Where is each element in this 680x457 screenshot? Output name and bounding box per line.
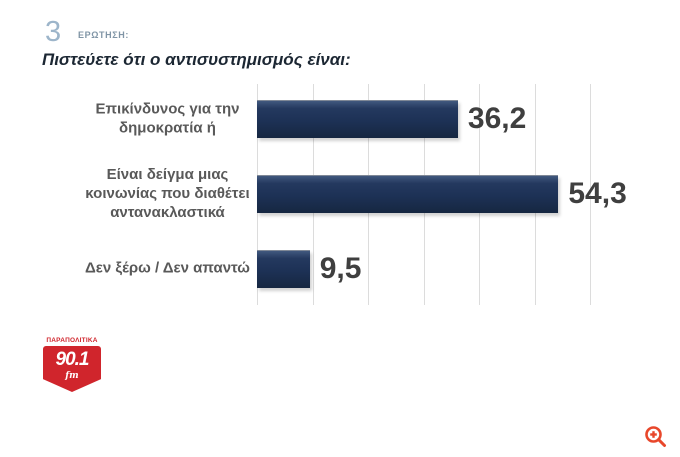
station-band: fm	[65, 371, 79, 381]
bar	[257, 175, 559, 213]
category-label: Επικίνδυνος για την δημοκρατία ή	[95, 100, 240, 136]
question-label: ΕΡΩΤΗΣΗ:	[78, 30, 129, 40]
value-label: 9,5	[319, 252, 362, 285]
radio-station-logo: ΠΑΡΑΠΟΛΙΤΙΚΑ 90.1 fm	[42, 336, 102, 394]
bar-row: Είναι δείγμα μιας κοινωνίας που διαθέτει…	[0, 166, 680, 221]
value-label: 54,3	[568, 177, 627, 210]
zoom-in-icon[interactable]	[643, 424, 669, 450]
bar	[257, 250, 310, 288]
question-number: 3	[45, 16, 62, 48]
bar	[257, 100, 458, 138]
category-label: Δεν ξέρω / Δεν απαντώ	[85, 259, 250, 277]
bar-chart: Επικίνδυνος για την δημοκρατία ή 36,2 Εί…	[0, 84, 680, 305]
value-label: 36,2	[467, 102, 527, 135]
station-frequency: 90.1	[55, 349, 90, 370]
bar-row: Δεν ξέρω / Δεν απαντώ 9,5	[0, 250, 680, 288]
logo-shield: 90.1 fm	[43, 346, 101, 392]
chart-title: Πιστεύετε ότι ο αντισυστημισμός είναι:	[42, 50, 351, 69]
bar-row: Επικίνδυνος για την δημοκρατία ή 36,2	[0, 100, 680, 138]
station-name: ΠΑΡΑΠΟΛΙΤΙΚΑ	[46, 337, 98, 344]
category-label: Είναι δείγμα μιας κοινωνίας που διαθέτει…	[85, 165, 250, 221]
